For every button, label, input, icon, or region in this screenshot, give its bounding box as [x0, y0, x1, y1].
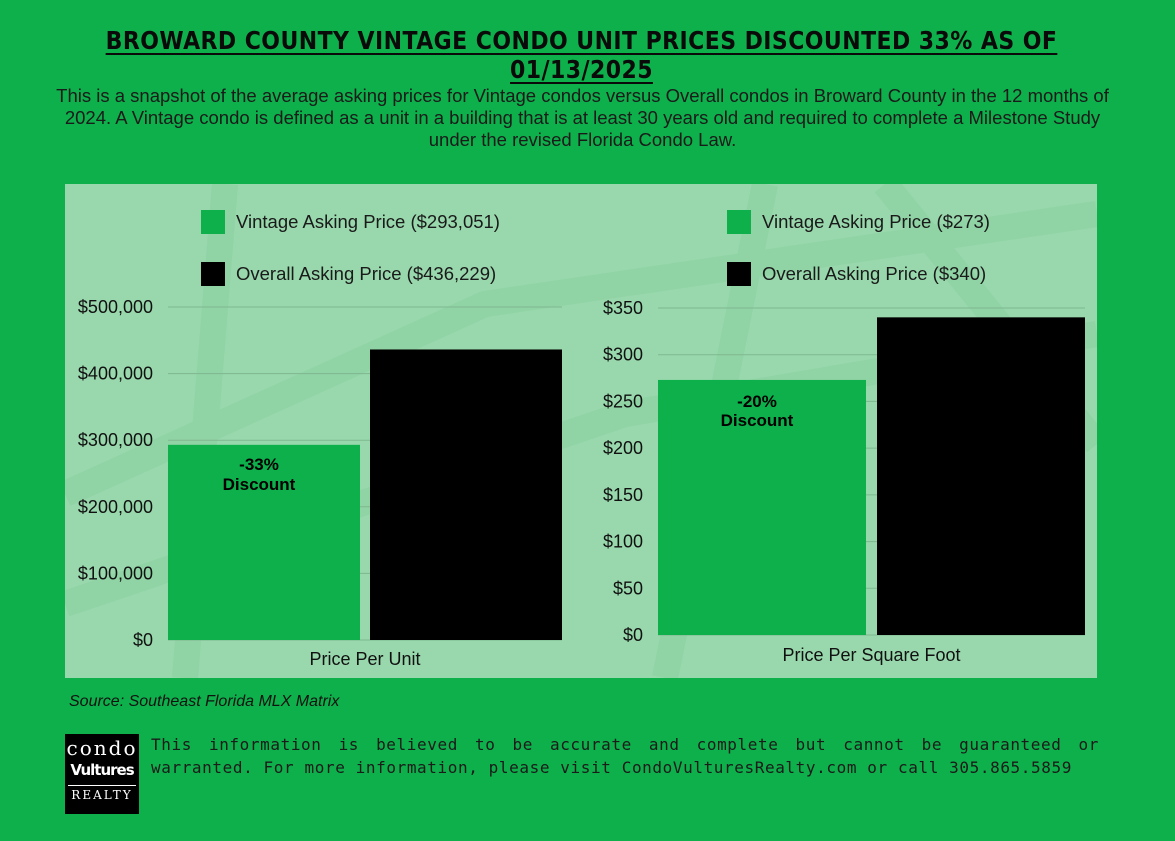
- y-tick-label: $100: [603, 532, 643, 552]
- source-note: Source: Southeast Florida MLX Matrix: [69, 693, 340, 710]
- discount-word-label: Discount: [223, 475, 296, 494]
- legend-swatch-vintage: [201, 210, 225, 234]
- legend-label: Overall Asking Price ($340): [762, 263, 987, 284]
- page-title: BROWARD COUNTY VINTAGE CONDO UNIT PRICES…: [105, 26, 1058, 84]
- legend-item-overall-sqft: Overall Asking Price ($340): [727, 262, 986, 286]
- y-tick-label: $0: [623, 625, 643, 645]
- disclaimer-text: This information is believed to be accur…: [151, 735, 1099, 777]
- y-tick-label: $0: [133, 630, 153, 650]
- bar-overall: [370, 349, 562, 640]
- y-tick-label: $200,000: [78, 497, 153, 517]
- discount-word-label: Discount: [721, 411, 794, 430]
- legend-item-vintage-sqft: Vintage Asking Price ($273): [727, 210, 990, 234]
- legend-item-vintage-unit: Vintage Asking Price ($293,051): [201, 210, 500, 234]
- chart-panel: Vintage Asking Price ($293,051) Overall …: [65, 184, 1097, 678]
- legend-swatch-overall: [201, 262, 225, 286]
- bar-vintage: [658, 379, 866, 635]
- logo-line-3: REALTY: [68, 785, 136, 802]
- legend-label: Vintage Asking Price ($273): [762, 211, 990, 232]
- discount-percent-label: -20%: [737, 392, 777, 411]
- legend-label: Vintage Asking Price ($293,051): [236, 211, 500, 232]
- bar-overall: [877, 317, 1085, 635]
- y-tick-label: $50: [613, 578, 643, 598]
- legend-label: Overall Asking Price ($436,229): [236, 263, 497, 284]
- condo-vultures-logo: condo Vultures REALTY: [65, 734, 139, 814]
- x-axis-label: Price Per Unit: [309, 649, 420, 669]
- legend-swatch-vintage: [727, 210, 751, 234]
- y-tick-label: $200: [603, 438, 643, 458]
- legend-item-overall-unit: Overall Asking Price ($436,229): [201, 262, 496, 286]
- y-tick-label: $300,000: [78, 430, 153, 450]
- x-axis-label: Price Per Square Foot: [782, 645, 960, 665]
- y-tick-label: $350: [603, 298, 643, 318]
- y-tick-label: $150: [603, 485, 643, 505]
- y-tick-label: $400,000: [78, 364, 153, 384]
- y-tick-label: $100,000: [78, 563, 153, 583]
- bar-charts: $0 $100,000 $200,000 $300,000 $400,000 $500,0…: [78, 297, 1085, 669]
- legend-swatch-overall: [727, 262, 751, 286]
- y-tick-label: $500,000: [78, 297, 153, 317]
- logo-line-1: condo: [66, 736, 138, 760]
- y-tick-label: $250: [603, 391, 643, 411]
- logo-line-2: Vultures: [70, 761, 134, 779]
- bar-vintage: [168, 444, 360, 640]
- y-tick-label: $300: [603, 345, 643, 365]
- discount-percent-label: -33%: [239, 455, 279, 474]
- intro-paragraph: This is a snapshot of the average asking…: [56, 85, 1109, 150]
